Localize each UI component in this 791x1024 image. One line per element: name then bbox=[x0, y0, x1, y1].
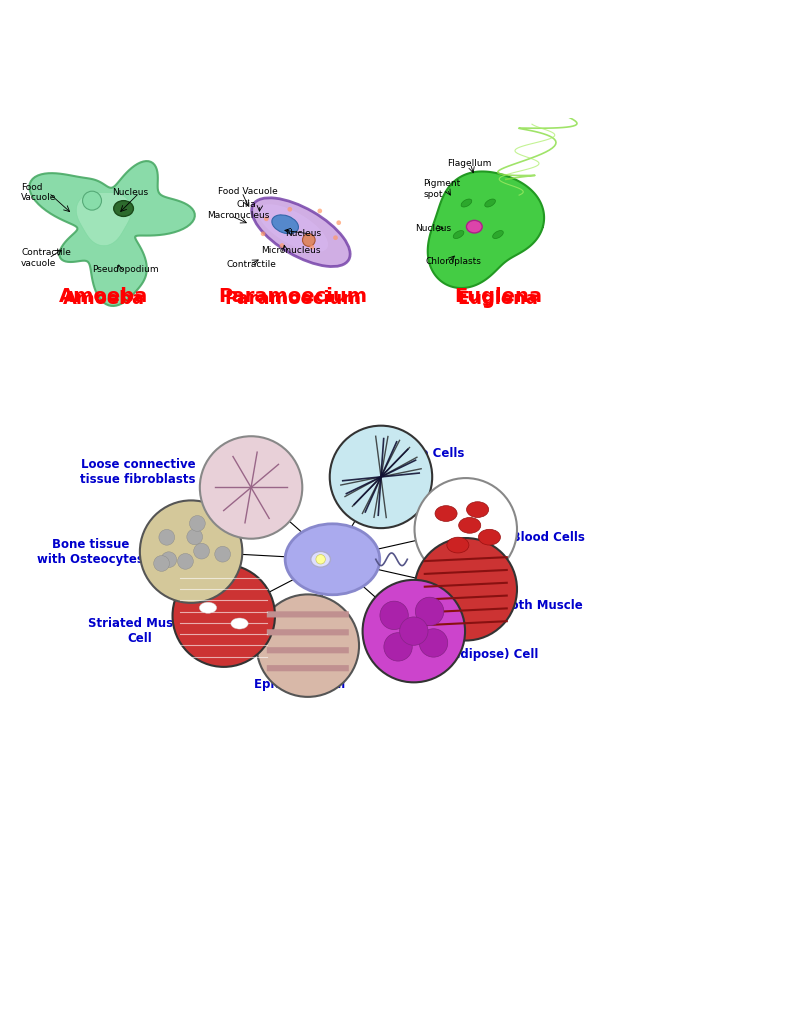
Circle shape bbox=[380, 601, 408, 630]
Circle shape bbox=[187, 529, 202, 545]
Text: Euglena: Euglena bbox=[457, 290, 539, 308]
Circle shape bbox=[330, 426, 432, 528]
Ellipse shape bbox=[459, 517, 481, 534]
Text: Pigment
spot: Pigment spot bbox=[423, 179, 460, 199]
Text: Bone tissue
with Osteocytes: Bone tissue with Osteocytes bbox=[37, 538, 144, 565]
Circle shape bbox=[280, 243, 285, 248]
Circle shape bbox=[415, 597, 444, 626]
Ellipse shape bbox=[461, 199, 471, 207]
Circle shape bbox=[82, 191, 101, 210]
Ellipse shape bbox=[479, 529, 501, 545]
Ellipse shape bbox=[467, 220, 483, 233]
Ellipse shape bbox=[114, 201, 134, 216]
Text: Intestinal
Epithelial Cell: Intestinal Epithelial Cell bbox=[254, 664, 346, 691]
Circle shape bbox=[309, 245, 314, 250]
Ellipse shape bbox=[231, 618, 248, 629]
Text: Contractile: Contractile bbox=[226, 260, 276, 269]
Text: Flagellum: Flagellum bbox=[447, 159, 491, 168]
Text: Micronucleus: Micronucleus bbox=[262, 246, 321, 255]
Circle shape bbox=[317, 209, 322, 213]
PathPatch shape bbox=[76, 193, 131, 246]
Text: Paramoecium: Paramoecium bbox=[225, 290, 361, 308]
FancyBboxPatch shape bbox=[267, 647, 349, 653]
Ellipse shape bbox=[272, 215, 298, 233]
Circle shape bbox=[287, 207, 292, 212]
Text: Red Blood Cells: Red Blood Cells bbox=[482, 530, 585, 544]
Text: Loose connective
tissue fibroblasts: Loose connective tissue fibroblasts bbox=[81, 458, 196, 485]
Text: Euglena: Euglena bbox=[454, 288, 542, 306]
Text: Macronucleus: Macronucleus bbox=[207, 211, 270, 220]
Text: Striated Muscle
Cell: Striated Muscle Cell bbox=[88, 617, 192, 645]
Ellipse shape bbox=[485, 199, 495, 207]
FancyBboxPatch shape bbox=[267, 629, 349, 635]
Text: Cilia: Cilia bbox=[237, 200, 256, 209]
Circle shape bbox=[384, 633, 412, 662]
Circle shape bbox=[177, 553, 193, 569]
Circle shape bbox=[214, 547, 230, 562]
Ellipse shape bbox=[199, 602, 217, 613]
Circle shape bbox=[336, 220, 341, 225]
Ellipse shape bbox=[435, 506, 457, 521]
Text: Nerve Cells: Nerve Cells bbox=[389, 446, 464, 460]
Text: Food
Vacuole: Food Vacuole bbox=[21, 183, 56, 203]
Ellipse shape bbox=[467, 502, 489, 517]
FancyBboxPatch shape bbox=[267, 666, 349, 672]
PathPatch shape bbox=[428, 171, 544, 288]
Circle shape bbox=[194, 544, 210, 559]
PathPatch shape bbox=[29, 161, 195, 306]
Circle shape bbox=[161, 552, 176, 567]
Ellipse shape bbox=[311, 551, 331, 567]
Ellipse shape bbox=[447, 538, 469, 553]
Text: Chloroplasts: Chloroplasts bbox=[426, 257, 482, 266]
Circle shape bbox=[190, 515, 205, 531]
Circle shape bbox=[256, 594, 359, 697]
Text: Nucleus: Nucleus bbox=[112, 188, 148, 198]
Circle shape bbox=[331, 427, 431, 527]
Ellipse shape bbox=[258, 204, 328, 252]
Ellipse shape bbox=[453, 230, 464, 239]
Ellipse shape bbox=[285, 524, 380, 595]
Circle shape bbox=[414, 478, 517, 581]
FancyBboxPatch shape bbox=[267, 611, 349, 617]
Circle shape bbox=[261, 231, 266, 237]
Circle shape bbox=[200, 436, 302, 539]
Circle shape bbox=[172, 564, 275, 667]
Text: Food Vacuole: Food Vacuole bbox=[218, 187, 278, 197]
Circle shape bbox=[264, 216, 269, 221]
Circle shape bbox=[399, 616, 428, 645]
Text: Nucleus: Nucleus bbox=[285, 229, 321, 239]
Circle shape bbox=[140, 501, 242, 603]
Circle shape bbox=[419, 629, 448, 657]
Ellipse shape bbox=[252, 198, 350, 266]
Text: Paramoecium: Paramoecium bbox=[218, 288, 368, 306]
Circle shape bbox=[153, 556, 169, 571]
Text: Amoeba: Amoeba bbox=[62, 290, 145, 308]
Text: Nucleus: Nucleus bbox=[415, 223, 452, 232]
Circle shape bbox=[362, 580, 465, 682]
Text: Amoeba: Amoeba bbox=[59, 288, 149, 306]
Ellipse shape bbox=[493, 230, 503, 239]
Text: Fat (adipose) Cell: Fat (adipose) Cell bbox=[422, 648, 538, 662]
Circle shape bbox=[316, 555, 325, 564]
Text: Smooth Muscle: Smooth Muscle bbox=[482, 599, 582, 611]
Circle shape bbox=[159, 529, 175, 545]
Circle shape bbox=[414, 538, 517, 641]
Circle shape bbox=[302, 233, 315, 247]
Text: Pseudopodium: Pseudopodium bbox=[92, 265, 159, 273]
Text: Contractile
vacuole: Contractile vacuole bbox=[21, 249, 71, 268]
Circle shape bbox=[333, 236, 338, 240]
